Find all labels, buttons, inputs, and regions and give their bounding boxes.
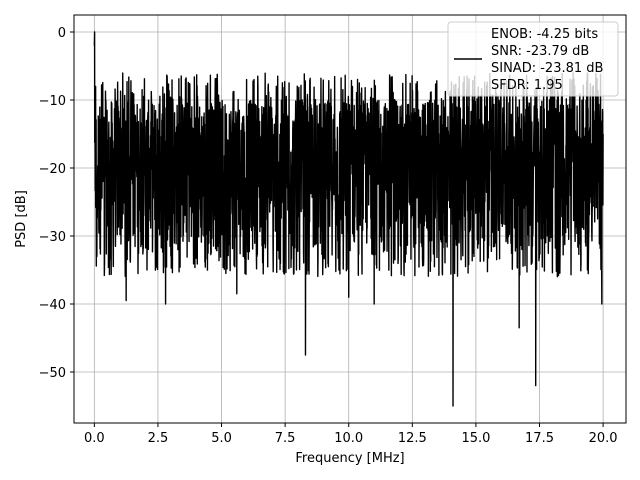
x-tick-label: 5.0 (211, 431, 232, 446)
x-tick-label: 10.0 (334, 431, 363, 446)
y-axis-label: PSD [dB] (14, 190, 29, 248)
x-tick-label: 0.0 (84, 431, 105, 446)
x-tick-label: 20.0 (589, 431, 618, 446)
legend-entry-enob: ENOB: -4.25 bits (491, 27, 598, 42)
psd-series-line (93, 31, 604, 407)
x-tick-label: 15.0 (461, 431, 490, 446)
y-tick-label: 0 (58, 26, 66, 41)
legend-entry-snr: SNR: -23.79 dB (491, 44, 589, 59)
axes-frame (73, 14, 627, 424)
legend-entry-sinad: SINAD: -23.81 dB (491, 61, 603, 76)
x-tick-label: 17.5 (525, 431, 554, 446)
x-axis-label: Frequency [MHz] (295, 451, 404, 466)
y-axis: 0 −10 −20 −30 −40 −50 (39, 26, 74, 381)
y-tick-label: −10 (39, 94, 66, 109)
x-tick-label: 2.5 (148, 431, 169, 446)
y-tick-label: −50 (39, 366, 66, 381)
x-tick-label: 7.5 (275, 431, 296, 446)
y-tick-label: −30 (39, 230, 66, 245)
plot-area (93, 31, 604, 407)
legend-box (447, 21, 619, 97)
legend: ENOB: -4.25 bits SNR: -23.79 dB SINAD: -… (447, 21, 619, 97)
x-tick-label: 12.5 (398, 431, 427, 446)
y-tick-label: −40 (39, 298, 66, 313)
legend-entry-sfdr: SFDR: 1.95 (491, 78, 563, 93)
x-axis: 0.0 2.5 5.0 7.5 10.0 12.5 15.0 17.5 20.0 (84, 423, 618, 446)
y-tick-label: −20 (39, 162, 66, 177)
